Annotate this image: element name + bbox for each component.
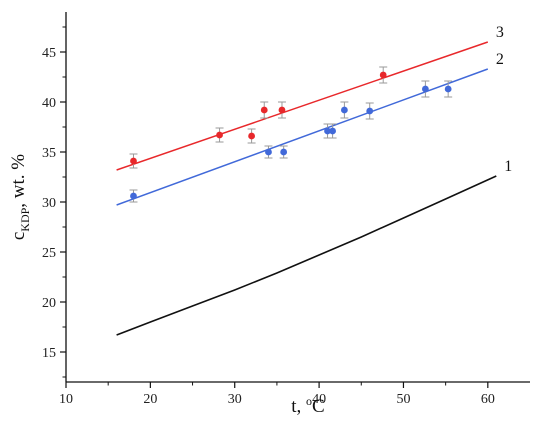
data-point (247, 128, 256, 144)
data-point (215, 127, 224, 143)
y-tick-label: 35 (42, 146, 56, 161)
y-axis-title-sub: KDP (18, 207, 32, 231)
data-point (444, 80, 453, 98)
data-marker (280, 148, 288, 156)
x-tick-label: 60 (481, 392, 495, 407)
data-marker (130, 157, 137, 165)
data-point (129, 189, 138, 203)
y-axis-title: cKDP, wt. % (8, 154, 32, 240)
data-marker (329, 127, 336, 135)
plot-area (116, 41, 497, 336)
x-axis-title-rest: C (312, 396, 325, 417)
data-marker (248, 132, 256, 140)
x-axis-title-sup: o (306, 394, 312, 408)
curve-label-1: 1 (504, 158, 512, 175)
data-marker (379, 71, 387, 79)
data-marker (265, 148, 272, 156)
data-marker (421, 85, 429, 93)
data-marker (444, 85, 452, 93)
curve-label-2: 2 (496, 51, 504, 68)
series-line-1 (116, 175, 497, 336)
data-marker (324, 127, 331, 135)
data-point (328, 123, 337, 139)
y-axis-title-main: c (8, 232, 29, 240)
data-point (264, 145, 273, 159)
axes (60, 12, 530, 388)
series-line-2 (116, 68, 489, 206)
y-tick-label: 40 (42, 96, 56, 111)
data-marker (260, 106, 268, 114)
y-tick-label: 45 (42, 46, 56, 61)
data-point (323, 123, 332, 139)
x-tick-label: 50 (396, 392, 410, 407)
x-axis-title: t, oC (291, 394, 324, 417)
data-point (379, 66, 388, 84)
data-point (260, 101, 269, 119)
y-axis-title-rest: , wt. % (8, 154, 29, 208)
y-tick-label: 15 (42, 346, 56, 361)
x-axis-title-main: t, (291, 396, 306, 417)
x-tick-label: 10 (59, 392, 73, 407)
data-point (421, 80, 430, 98)
data-point (340, 101, 349, 119)
data-marker (278, 106, 286, 114)
data-point (279, 145, 288, 159)
y-tick-label: 20 (42, 296, 56, 311)
data-point (277, 101, 286, 119)
y-tick-label: 25 (42, 246, 56, 261)
data-point (365, 102, 374, 120)
data-marker (366, 107, 374, 115)
x-tick-label: 20 (143, 392, 157, 407)
x-tick-label: 40 (312, 392, 326, 407)
data-marker (341, 106, 348, 114)
x-tick-label: 30 (228, 392, 242, 407)
y-tick-label: 30 (42, 196, 56, 211)
data-marker (216, 131, 223, 139)
curve-label-3: 3 (496, 24, 504, 41)
data-point (129, 153, 138, 169)
series-line-3 (116, 41, 489, 171)
data-marker (130, 192, 137, 200)
